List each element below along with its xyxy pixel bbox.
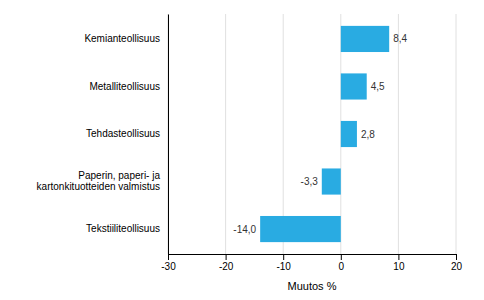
x-axis-line — [169, 255, 457, 261]
y-tick-label: Kemianteollisuus — [84, 33, 160, 44]
x-tick: -20 — [219, 254, 234, 272]
data-label: -14,0 — [233, 224, 256, 235]
x-axis: -30 -20 -10 0 10 20 — [161, 254, 462, 272]
y-tick-label: Tehdasteollisuus — [86, 128, 160, 139]
y-tick-label-line: kartonkituotteiden valmistus — [37, 181, 160, 192]
y-tick-label-line: Paperin, paperi- ja — [78, 170, 160, 181]
y-tick: Kemianteollisuus — [84, 33, 168, 44]
x-tick: 0 — [339, 254, 345, 272]
x-tick: 20 — [451, 254, 463, 272]
y-axis-line — [168, 15, 169, 255]
bar — [260, 216, 341, 242]
grid-line — [456, 14, 457, 254]
y-tick: Paperin, paperi- jakartonkituotteiden va… — [37, 170, 168, 193]
data-label: 2,8 — [361, 129, 375, 140]
y-tick-label: Paperin, paperi- jakartonkituotteiden va… — [37, 170, 161, 193]
bar — [341, 26, 389, 52]
x-tick: -10 — [276, 254, 291, 272]
bar — [341, 73, 367, 99]
x-tick: 10 — [393, 254, 405, 272]
chart: -30 -20 -10 0 10 20 Kemianteollisuus Metalliteo… — [0, 0, 484, 300]
grid-line — [225, 14, 226, 254]
x-tick-mark — [168, 254, 169, 260]
y-tick-label: Tekstiiliteollisuus — [86, 223, 160, 234]
x-tick-mark — [456, 254, 457, 260]
x-tick-label: 20 — [451, 261, 463, 272]
bars — [260, 26, 389, 242]
x-tick-label: -10 — [276, 261, 291, 272]
x-tick-mark — [283, 254, 284, 260]
x-tick-label: -30 — [161, 261, 176, 272]
x-tick: -30 — [161, 254, 176, 272]
x-tick-mark — [398, 254, 399, 260]
grid-line — [168, 14, 169, 254]
y-tick: Tekstiiliteollisuus — [86, 223, 168, 234]
x-tick-label: 0 — [339, 261, 345, 272]
y-tick: Metalliteollisuus — [89, 81, 168, 92]
y-tick-label: Metalliteollisuus — [89, 81, 160, 92]
bar — [341, 121, 357, 147]
x-axis-title: Muutos % — [288, 280, 337, 292]
x-tick-mark — [226, 254, 227, 260]
grid — [168, 14, 456, 254]
x-tick-label: 10 — [393, 261, 405, 272]
y-tick: Tehdasteollisuus — [86, 128, 168, 139]
data-label: -3,3 — [301, 176, 319, 187]
plot: -30 -20 -10 0 10 20 Kemianteollisuus Metalliteo… — [37, 14, 463, 272]
x-tick-label: -20 — [219, 261, 234, 272]
data-label: 8,4 — [393, 33, 407, 44]
data-label: 4,5 — [371, 81, 385, 92]
data-labels: -14,0 -3,3 2,8 4,5 8,4 — [233, 33, 407, 234]
x-tick-mark — [341, 254, 342, 260]
grid-line — [398, 14, 399, 254]
bar — [322, 168, 341, 194]
y-axis: Kemianteollisuus Metalliteollisuus Tehdast… — [37, 15, 169, 255]
